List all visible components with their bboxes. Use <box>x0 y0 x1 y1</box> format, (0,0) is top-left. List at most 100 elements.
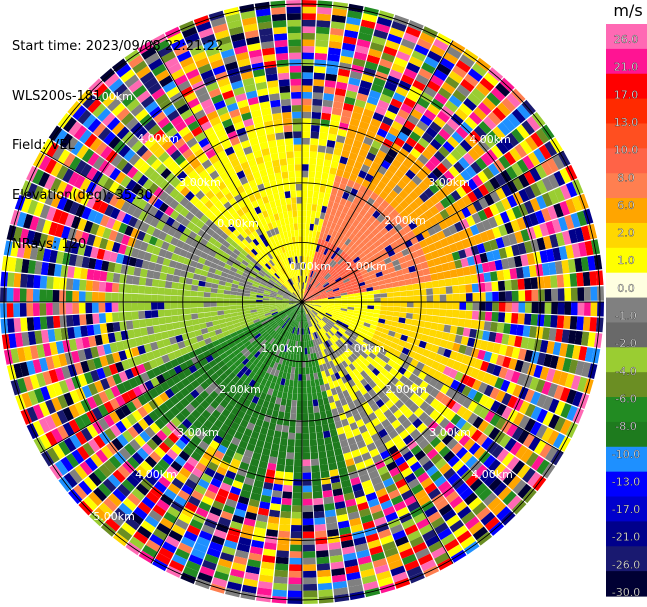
ray-gate <box>296 314 300 322</box>
ray-gate <box>243 578 258 588</box>
ray-gate <box>380 199 390 209</box>
ray-gate <box>374 297 381 302</box>
ray-gate <box>225 587 241 598</box>
ray-gate <box>465 425 478 438</box>
ray-gate <box>364 406 374 416</box>
ray-gate <box>321 262 327 269</box>
ray-gate <box>478 196 489 209</box>
ray-gate <box>404 318 413 325</box>
ray-gate <box>373 356 382 364</box>
ray-gate <box>370 320 379 327</box>
ray-gate <box>286 399 292 407</box>
ray-gate <box>323 282 330 288</box>
ray-gate <box>467 337 476 348</box>
ray-gate <box>167 432 179 444</box>
ray-gate <box>161 425 173 437</box>
ray-gate <box>415 547 431 560</box>
ray-gate <box>341 297 348 300</box>
ray-gate <box>338 362 345 371</box>
ray-gate <box>449 519 465 533</box>
ray-gate <box>302 151 310 158</box>
ray-gate <box>340 115 351 125</box>
ray-gate <box>578 346 588 361</box>
ray-gate <box>355 337 363 345</box>
ray-gate <box>137 406 148 418</box>
ray-gate <box>340 290 347 294</box>
ray-gate <box>249 304 257 308</box>
ray-gate <box>473 446 486 460</box>
ray-gate <box>174 518 189 531</box>
ray-gate <box>305 282 309 290</box>
ray-gate <box>359 314 367 319</box>
ray-gate <box>370 402 380 412</box>
ray-gate <box>105 302 112 313</box>
ray-gate <box>102 365 112 378</box>
ray-gate <box>164 295 171 302</box>
ray-gate <box>373 309 381 314</box>
ray-gate <box>565 344 575 359</box>
ray-gate <box>395 478 408 489</box>
ray-gate <box>376 16 393 27</box>
ray-gate <box>316 284 323 290</box>
ray-gate <box>375 195 385 205</box>
ray-gate <box>272 324 279 330</box>
ray-gate <box>460 374 470 385</box>
ray-gate <box>270 368 277 376</box>
ray-gate <box>272 490 283 498</box>
ray-gate <box>131 311 139 320</box>
ray-gate <box>289 304 296 307</box>
ray-gate <box>403 184 413 195</box>
ray-gate <box>152 504 167 517</box>
ray-gate <box>375 398 385 408</box>
ray-gate <box>475 82 491 97</box>
ray-gate <box>152 528 168 541</box>
ray-gate <box>326 375 333 384</box>
ray-gate <box>124 302 132 312</box>
ray-gate <box>285 309 292 314</box>
ray-gate <box>287 366 292 374</box>
ray-gate <box>194 361 203 370</box>
ray-gate <box>289 304 296 308</box>
ray-gate <box>363 457 375 468</box>
ray-gate <box>361 298 368 302</box>
ray-gate <box>208 541 223 552</box>
ray-gate <box>322 281 329 287</box>
ray-gate <box>201 371 211 381</box>
ray-gate <box>332 154 341 163</box>
ray-gate <box>308 299 315 301</box>
ray-gate <box>39 434 52 450</box>
ray-gate <box>373 29 389 40</box>
ray-gate <box>349 173 358 182</box>
ray-gate <box>263 372 270 380</box>
ray-gate <box>483 116 497 130</box>
ray-gate <box>119 321 127 331</box>
ray-gate <box>474 464 488 478</box>
ray-gate <box>483 321 492 331</box>
ray-gate <box>216 306 224 311</box>
ray-gate <box>555 232 566 247</box>
ray-gate <box>153 463 166 476</box>
ray-gate <box>304 321 307 329</box>
ray-gate <box>495 200 506 214</box>
ray-gate <box>152 325 161 334</box>
ray-gate <box>281 371 287 380</box>
ray-gate <box>190 290 198 297</box>
ray-gate <box>306 327 309 335</box>
ray-gate <box>228 574 244 585</box>
ray-gate <box>534 210 546 224</box>
ray-gate <box>366 95 379 106</box>
ray-gate <box>316 323 322 330</box>
ray-gate <box>308 230 313 238</box>
ray-gate <box>360 308 368 312</box>
ray-gate <box>571 243 581 258</box>
ray-gate <box>157 295 165 302</box>
ray-gate <box>81 385 93 399</box>
ray-gate <box>158 441 171 454</box>
ray-gate <box>425 315 433 322</box>
ray-gate <box>426 448 439 460</box>
ray-gate <box>379 248 388 256</box>
ray-gate <box>322 255 329 263</box>
ray-gate <box>438 373 449 384</box>
ray-gate <box>235 446 246 456</box>
